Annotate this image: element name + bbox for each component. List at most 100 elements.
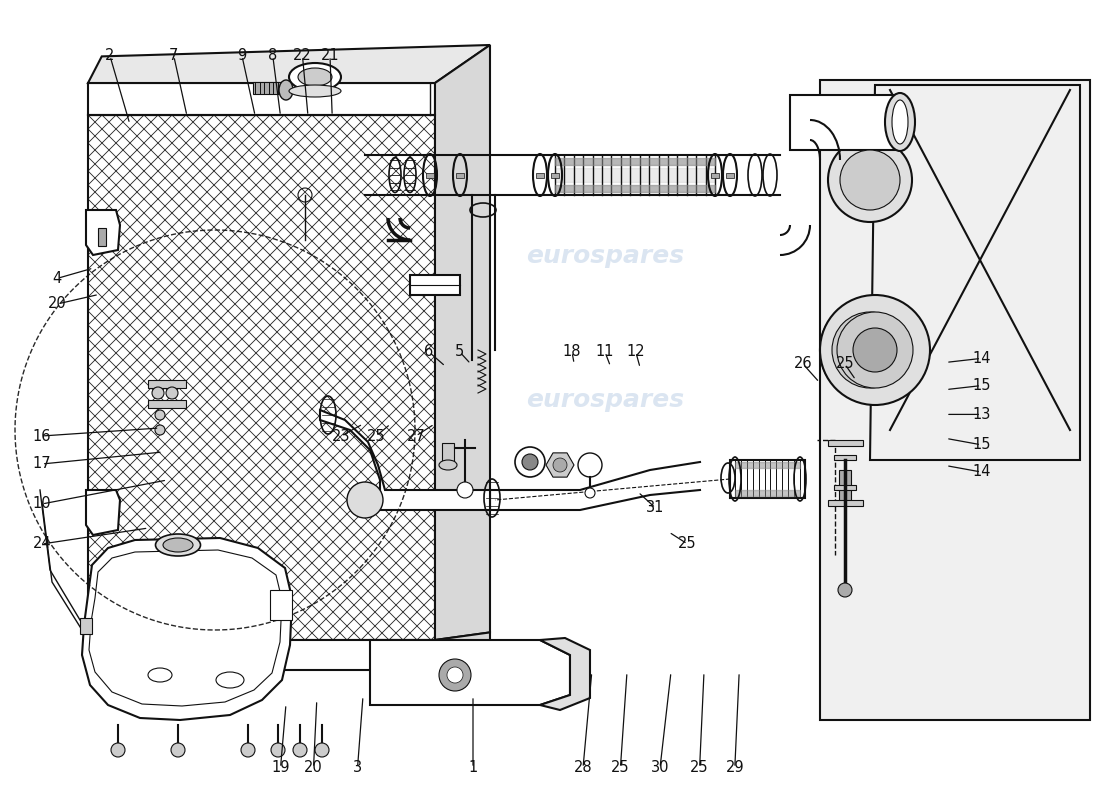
Ellipse shape	[298, 68, 332, 86]
Circle shape	[515, 447, 544, 477]
Text: 5: 5	[455, 345, 464, 359]
Text: eurospares: eurospares	[526, 388, 684, 412]
Polygon shape	[546, 453, 574, 477]
Text: 30: 30	[651, 761, 669, 775]
Bar	[98, 228, 106, 246]
Text: 7: 7	[169, 49, 178, 63]
Polygon shape	[86, 490, 120, 535]
Text: 6: 6	[425, 345, 433, 359]
Circle shape	[852, 328, 896, 372]
Bar	[820, 80, 1090, 720]
Circle shape	[456, 482, 473, 498]
Ellipse shape	[892, 100, 907, 144]
Circle shape	[553, 458, 566, 472]
Bar	[442, 443, 454, 465]
Text: 28: 28	[574, 761, 592, 775]
Circle shape	[271, 743, 285, 757]
Text: 20: 20	[47, 297, 67, 311]
Text: 25: 25	[679, 537, 696, 551]
Text: eurospares: eurospares	[163, 388, 321, 412]
Text: 2: 2	[106, 49, 114, 63]
Circle shape	[447, 667, 463, 683]
Circle shape	[111, 743, 125, 757]
Text: 14: 14	[972, 351, 990, 366]
Polygon shape	[86, 210, 120, 255]
Text: 25: 25	[367, 429, 385, 443]
Text: 27: 27	[406, 429, 426, 443]
Text: 15: 15	[972, 438, 990, 452]
Bar	[839, 470, 851, 505]
Circle shape	[152, 387, 164, 399]
Text: 31: 31	[647, 501, 664, 515]
Bar	[536, 173, 544, 178]
Circle shape	[522, 454, 538, 470]
Circle shape	[241, 743, 255, 757]
Polygon shape	[434, 45, 490, 640]
Circle shape	[315, 743, 329, 757]
Text: 25: 25	[691, 761, 708, 775]
Bar	[148, 380, 186, 388]
Ellipse shape	[163, 538, 192, 552]
Text: 13: 13	[972, 407, 990, 422]
Bar	[80, 618, 92, 634]
Circle shape	[820, 295, 930, 405]
Text: 25: 25	[612, 761, 629, 775]
Bar	[551, 173, 559, 178]
Polygon shape	[320, 410, 490, 510]
Bar	[827, 440, 862, 446]
Polygon shape	[540, 638, 590, 710]
Text: 14: 14	[972, 465, 990, 479]
Text: 29: 29	[726, 761, 744, 775]
Polygon shape	[88, 45, 490, 83]
Text: 3: 3	[353, 761, 362, 775]
Text: 22: 22	[293, 49, 312, 63]
Polygon shape	[82, 538, 292, 720]
Bar	[270, 590, 292, 620]
Bar	[730, 460, 805, 498]
Text: 1: 1	[469, 761, 477, 775]
Ellipse shape	[155, 534, 200, 556]
Bar	[410, 275, 460, 295]
Ellipse shape	[289, 85, 341, 97]
Ellipse shape	[439, 460, 456, 470]
Bar	[711, 173, 719, 178]
Text: 10: 10	[33, 497, 51, 511]
Text: 26: 26	[794, 357, 812, 371]
Text: 16: 16	[33, 429, 51, 443]
Bar	[456, 173, 464, 178]
Bar	[426, 173, 434, 178]
Polygon shape	[870, 85, 1080, 460]
Circle shape	[832, 312, 908, 388]
Circle shape	[170, 743, 185, 757]
Circle shape	[346, 482, 383, 518]
Circle shape	[155, 410, 165, 420]
Text: 20: 20	[304, 761, 323, 775]
Circle shape	[837, 312, 913, 388]
Circle shape	[293, 743, 307, 757]
Text: eurospares: eurospares	[526, 244, 684, 268]
Circle shape	[840, 150, 900, 210]
Bar	[148, 400, 186, 408]
Text: 12: 12	[627, 345, 645, 359]
Text: eurospares: eurospares	[163, 244, 321, 268]
Text: 17: 17	[33, 457, 51, 471]
Text: 18: 18	[563, 345, 581, 359]
Circle shape	[828, 138, 912, 222]
Bar	[88, 640, 434, 670]
Text: 8: 8	[268, 49, 277, 63]
Bar	[827, 500, 862, 506]
Bar	[790, 95, 900, 150]
Ellipse shape	[886, 93, 915, 151]
Text: 15: 15	[972, 378, 990, 393]
Text: 11: 11	[596, 345, 614, 359]
Polygon shape	[434, 632, 490, 670]
Text: 21: 21	[321, 49, 339, 63]
Bar	[253, 82, 280, 94]
Text: 23: 23	[332, 429, 350, 443]
Text: 24: 24	[33, 537, 51, 551]
Ellipse shape	[289, 63, 341, 91]
Bar	[834, 485, 856, 490]
Text: 25: 25	[836, 357, 854, 371]
Bar	[88, 115, 434, 640]
Text: 9: 9	[238, 49, 246, 63]
